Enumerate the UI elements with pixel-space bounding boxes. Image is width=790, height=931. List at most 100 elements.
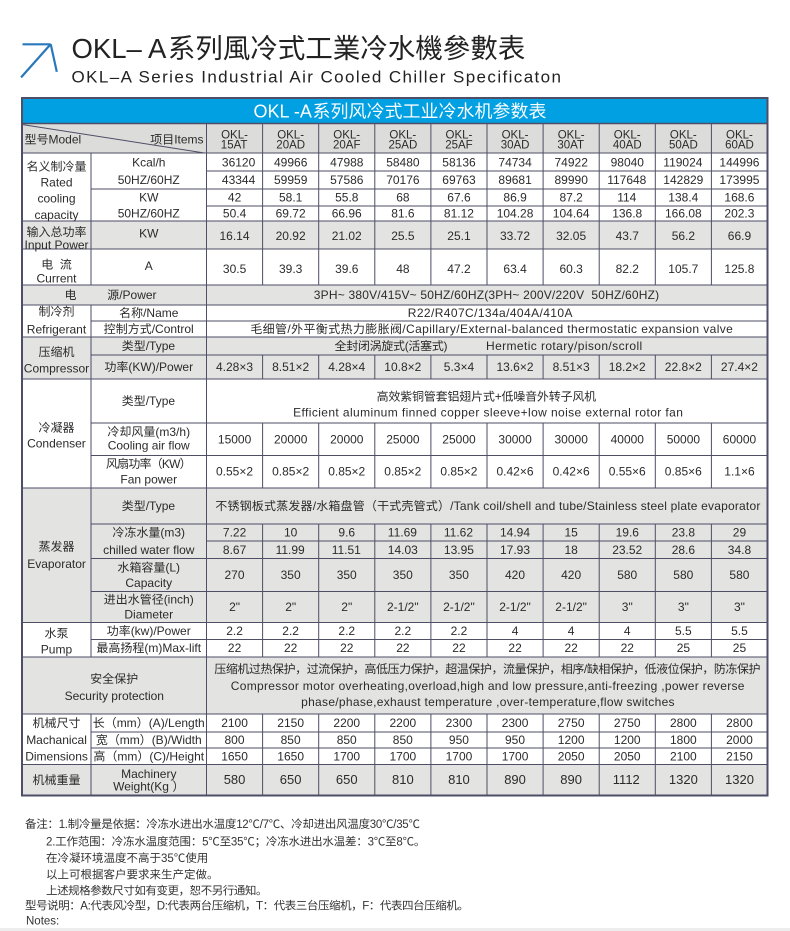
svg-text:650: 650 [280,772,302,787]
svg-text:Model: Model [49,133,82,147]
svg-text:580: 580 [224,772,246,787]
svg-text:1700: 1700 [333,750,360,764]
svg-text:70176: 70176 [386,173,420,187]
svg-text:1320: 1320 [669,772,698,787]
svg-text:67.6: 67.6 [447,191,471,205]
svg-text:350: 350 [393,568,413,582]
svg-text:104.28: 104.28 [497,207,534,221]
svg-text:0.42×6: 0.42×6 [553,465,590,479]
svg-text:Compressor: Compressor [24,362,89,376]
svg-text:30.5: 30.5 [223,262,247,276]
svg-text:173995: 173995 [719,173,759,187]
svg-text:22: 22 [284,641,298,655]
svg-text:OKL-: OKL- [277,129,304,141]
svg-text:105.7: 105.7 [668,262,698,276]
svg-text:OKL-: OKL- [389,129,416,141]
svg-text:1800: 1800 [670,733,697,747]
svg-text:OKL-: OKL- [558,129,585,141]
svg-text:Condenser: Condenser [27,436,86,450]
svg-text:5.5: 5.5 [731,624,748,638]
svg-text:810: 810 [448,772,470,787]
svg-text:OKL-: OKL- [221,129,248,141]
svg-text:60.3: 60.3 [560,262,584,276]
svg-text:D:: D: [157,901,168,913]
svg-text:/35: /35 [393,819,408,831]
svg-text:(m)Max-lift: (m)Max-lift [144,641,201,655]
svg-text:1650: 1650 [221,750,248,764]
svg-text:28.6: 28.6 [672,543,696,557]
svg-text:0.55×6: 0.55×6 [609,465,646,479]
svg-text:T: T [256,901,263,913]
svg-text:Machanical: Machanical [26,733,87,747]
svg-text:2800: 2800 [670,716,697,730]
svg-text:30AD: 30AD [501,140,530,152]
svg-text:68: 68 [396,191,410,205]
svg-text:27.4×2: 27.4×2 [721,360,758,374]
svg-text:0.85×2: 0.85×2 [328,465,365,479]
svg-text:142829: 142829 [663,173,703,187]
svg-text:(m3): (m3) [160,526,185,540]
svg-text:Machinery: Machinery [121,767,176,781]
svg-text:5.5: 5.5 [675,624,692,638]
svg-text:/7: /7 [260,819,269,831]
svg-text:3": 3" [622,600,633,614]
svg-text:420: 420 [561,568,581,582]
svg-text:1320: 1320 [725,772,754,787]
svg-text:Cooling air flow: Cooling air flow [108,439,190,453]
svg-text:14.03: 14.03 [388,543,418,557]
svg-text:74734: 74734 [498,156,532,170]
svg-text:82.2: 82.2 [616,262,640,276]
svg-text:1.: 1. [59,819,68,831]
svg-text:OKL-: OKL- [502,129,529,141]
svg-text:166.08: 166.08 [665,207,702,221]
svg-text:phase/phase,exhaust temperatur: phase/phase,exhaust temperature ,over-te… [301,695,675,709]
svg-text:58.1: 58.1 [279,191,303,205]
svg-text:22: 22 [621,641,635,655]
svg-text:Refrigerant: Refrigerant [27,323,87,337]
svg-text:10.8×2: 10.8×2 [384,360,421,374]
svg-text:89681: 89681 [498,173,532,187]
svg-text:89990: 89990 [555,173,589,187]
svg-text:4: 4 [568,624,575,638]
svg-text:69763: 69763 [442,173,476,187]
svg-text:1112: 1112 [613,772,640,787]
svg-text:35: 35 [161,853,174,865]
svg-text:KW: KW [139,191,159,205]
svg-text:Current: Current [37,272,78,286]
svg-text:Fan power: Fan power [120,473,177,487]
svg-text:16.14: 16.14 [220,229,250,243]
svg-text:3: 3 [368,837,374,849]
svg-text:/Power: /Power [119,288,156,302]
svg-text:Rated: Rated [41,175,73,189]
svg-text:20000: 20000 [330,433,364,447]
svg-text:2.2: 2.2 [451,624,468,638]
svg-text:25: 25 [677,641,691,655]
svg-text:87.2: 87.2 [560,191,584,205]
svg-text:2000: 2000 [726,733,753,747]
svg-text:30: 30 [370,819,382,831]
svg-text:59959: 59959 [274,173,308,187]
svg-text:Pump: Pump [41,643,73,657]
svg-text:2-1/2": 2-1/2" [387,600,419,614]
svg-text:cooling: cooling [38,192,76,206]
svg-text:40000: 40000 [611,433,645,447]
svg-text:21.02: 21.02 [332,229,362,243]
svg-text:22: 22 [340,641,354,655]
svg-text:Weight(Kg: Weight(Kg [113,780,169,794]
svg-text:OKL-: OKL- [446,129,473,141]
svg-text:580: 580 [617,568,637,582]
svg-text:13.95: 13.95 [444,543,474,557]
svg-text:A: A [145,259,153,273]
svg-text:2100: 2100 [221,716,248,730]
svg-text:11.51: 11.51 [332,543,361,557]
svg-text:OKL– A: OKL– A [72,33,167,64]
svg-text:20AD: 20AD [276,140,305,152]
svg-text:63.4: 63.4 [503,262,527,276]
svg-text:5: 5 [202,837,208,849]
svg-text:33.72: 33.72 [500,229,530,243]
svg-text:39.6: 39.6 [335,262,359,276]
svg-text:20AF: 20AF [333,140,361,152]
svg-text:18: 18 [565,543,579,557]
svg-text:49966: 49966 [274,156,308,170]
svg-text:KW: KW [162,457,181,471]
